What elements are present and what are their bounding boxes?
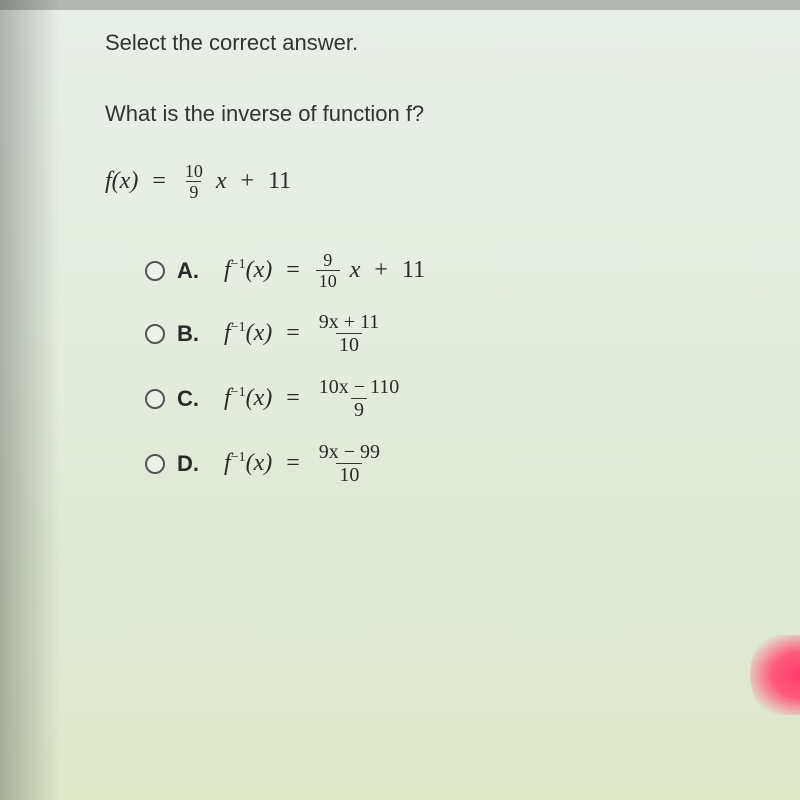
option-label-c: C. [177, 386, 212, 412]
fdef-coef-num: 10 [182, 162, 206, 181]
opt-a-num: 9 [320, 251, 335, 270]
option-label-a: A. [177, 258, 212, 284]
opt-a-op: + [374, 257, 388, 284]
opt-d-num: 9x − 99 [316, 442, 383, 463]
fdef-eq: = [152, 168, 166, 195]
question-text: What is the inverse of function f? [105, 101, 800, 127]
option-a[interactable]: A. f−1(x) = 9 10 x + 11 [145, 251, 800, 290]
opt-d-f: f [224, 450, 231, 476]
opt-d-den: 10 [336, 463, 362, 485]
opt-a-const: 11 [402, 257, 425, 284]
opt-c-frac: 10x − 110 9 [316, 377, 403, 420]
opt-b-eq: = [286, 320, 300, 347]
opt-a-frac: 9 10 [316, 251, 340, 290]
opt-a-eq: = [286, 257, 300, 284]
opt-b-arg: (x) [246, 320, 273, 346]
radio-b[interactable] [145, 324, 165, 344]
fdef-var: x [216, 168, 227, 195]
opt-b-exp: −1 [231, 320, 246, 335]
opt-a-arg: (x) [246, 257, 273, 283]
fdef-lhs: f(x) [105, 168, 138, 195]
opt-b-num: 9x + 11 [316, 312, 383, 333]
opt-a-f: f [224, 257, 231, 283]
option-c[interactable]: C. f−1(x) = 10x − 110 9 [145, 377, 800, 420]
radio-d[interactable] [145, 454, 165, 474]
opt-c-arg: (x) [246, 385, 273, 411]
fdef-coef-den: 9 [186, 181, 201, 201]
radio-a[interactable] [145, 261, 165, 281]
option-b[interactable]: B. f−1(x) = 9x + 11 10 [145, 312, 800, 355]
fdef-const: 11 [268, 168, 291, 195]
option-math-d: f−1(x) = 9x − 99 10 [224, 442, 385, 485]
radio-c[interactable] [145, 389, 165, 409]
options-list: A. f−1(x) = 9 10 x + 11 B. f−1(x) = 9x + [145, 251, 800, 485]
opt-c-f: f [224, 385, 231, 411]
option-math-c: f−1(x) = 10x − 110 9 [224, 377, 404, 420]
option-label-d: D. [177, 451, 212, 477]
opt-d-frac: 9x − 99 10 [316, 442, 383, 485]
opt-a-var: x [350, 257, 361, 284]
opt-a-exp: −1 [231, 257, 246, 272]
option-math-b: f−1(x) = 9x + 11 10 [224, 312, 384, 355]
opt-d-exp: −1 [231, 450, 246, 465]
opt-b-f: f [224, 320, 231, 346]
opt-b-frac: 9x + 11 10 [316, 312, 383, 355]
opt-c-den: 9 [351, 398, 367, 420]
opt-c-eq: = [286, 385, 300, 412]
opt-b-den: 10 [336, 333, 362, 355]
function-definition: f(x) = 10 9 x + 11 [105, 162, 800, 201]
option-math-a: f−1(x) = 9 10 x + 11 [224, 251, 425, 290]
opt-c-num: 10x − 110 [316, 377, 403, 398]
opt-d-eq: = [286, 450, 300, 477]
opt-a-den: 10 [316, 270, 340, 290]
fdef-coef-frac: 10 9 [182, 162, 206, 201]
instruction-text: Select the correct answer. [105, 30, 800, 56]
fdef-op: + [241, 168, 255, 195]
opt-d-arg: (x) [246, 450, 273, 476]
option-label-b: B. [177, 321, 212, 347]
option-d[interactable]: D. f−1(x) = 9x − 99 10 [145, 442, 800, 485]
opt-c-exp: −1 [231, 385, 246, 400]
